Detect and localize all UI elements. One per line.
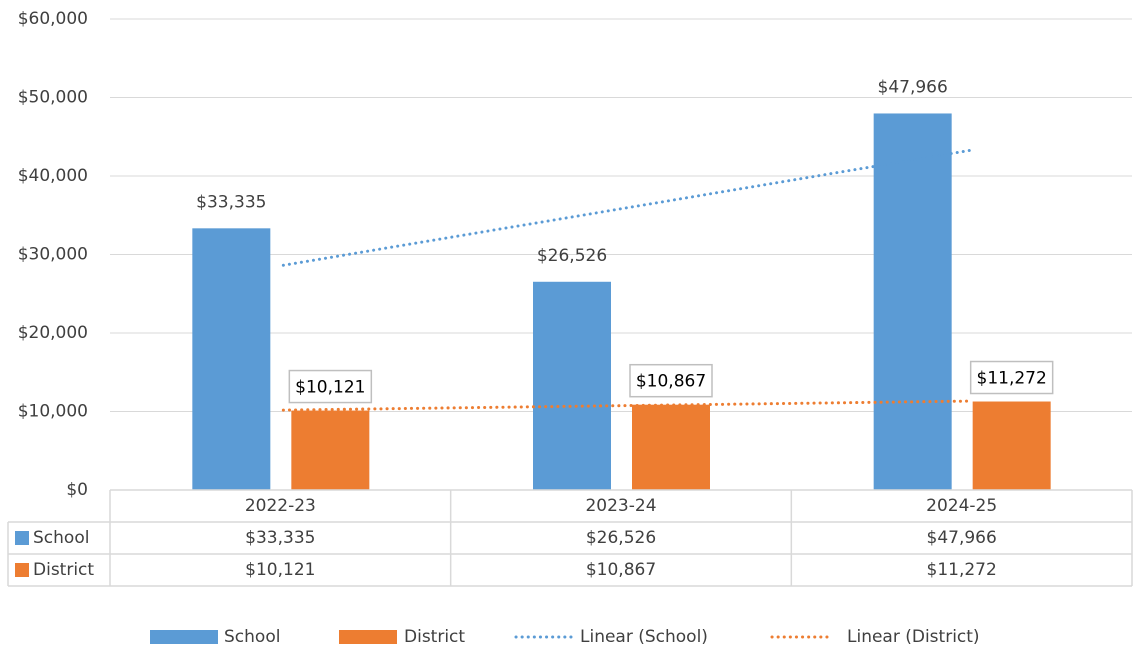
- legend-label: District: [404, 627, 465, 647]
- bar: [972, 401, 1051, 490]
- bar: [291, 410, 370, 490]
- bar: [632, 404, 710, 490]
- table-cell: $33,335: [245, 528, 315, 548]
- trend-line: [281, 148, 972, 267]
- data-label: $10,867: [636, 372, 706, 392]
- bar: [533, 281, 611, 490]
- legend-swatch: [339, 630, 397, 644]
- x-tick-label: 2023-24: [585, 496, 656, 516]
- data-label-box: [288, 369, 373, 404]
- table-cell: $11,272: [927, 560, 997, 580]
- legend-label: Linear (District): [847, 627, 980, 647]
- y-tick-label: $20,000: [18, 323, 88, 343]
- table-legend-key: [15, 563, 29, 577]
- table-cell: $10,121: [245, 560, 315, 580]
- table-cell: $47,966: [927, 528, 997, 548]
- trend-line: [281, 399, 972, 412]
- y-tick-label: $10,000: [18, 402, 88, 422]
- x-tick-label: 2024-25: [926, 496, 997, 516]
- bar: [192, 228, 271, 490]
- data-label-box: [629, 363, 713, 398]
- data-label: $10,121: [295, 378, 365, 398]
- y-tick-label: $0: [66, 480, 88, 500]
- data-label: $33,335: [196, 192, 266, 212]
- data-label: $47,966: [878, 77, 948, 97]
- data-label-box: [969, 360, 1054, 395]
- legend-label: School: [224, 627, 280, 647]
- x-tick-label: 2022-23: [245, 496, 316, 516]
- bar: [873, 113, 952, 490]
- table-cell: $10,867: [586, 560, 656, 580]
- legend-swatch: [150, 630, 218, 644]
- y-tick-label: $30,000: [18, 245, 88, 265]
- y-tick-label: $50,000: [18, 88, 88, 108]
- y-tick-label: $40,000: [18, 166, 88, 186]
- table-legend-key: [15, 531, 29, 545]
- data-label: $26,526: [537, 246, 607, 266]
- table-row-header: School: [33, 528, 89, 548]
- data-label: $11,272: [977, 369, 1047, 389]
- legend-label: Linear (School): [580, 627, 708, 647]
- table-cell: $26,526: [586, 528, 656, 548]
- table-row-header: District: [33, 560, 94, 580]
- y-tick-label: $60,000: [18, 9, 88, 29]
